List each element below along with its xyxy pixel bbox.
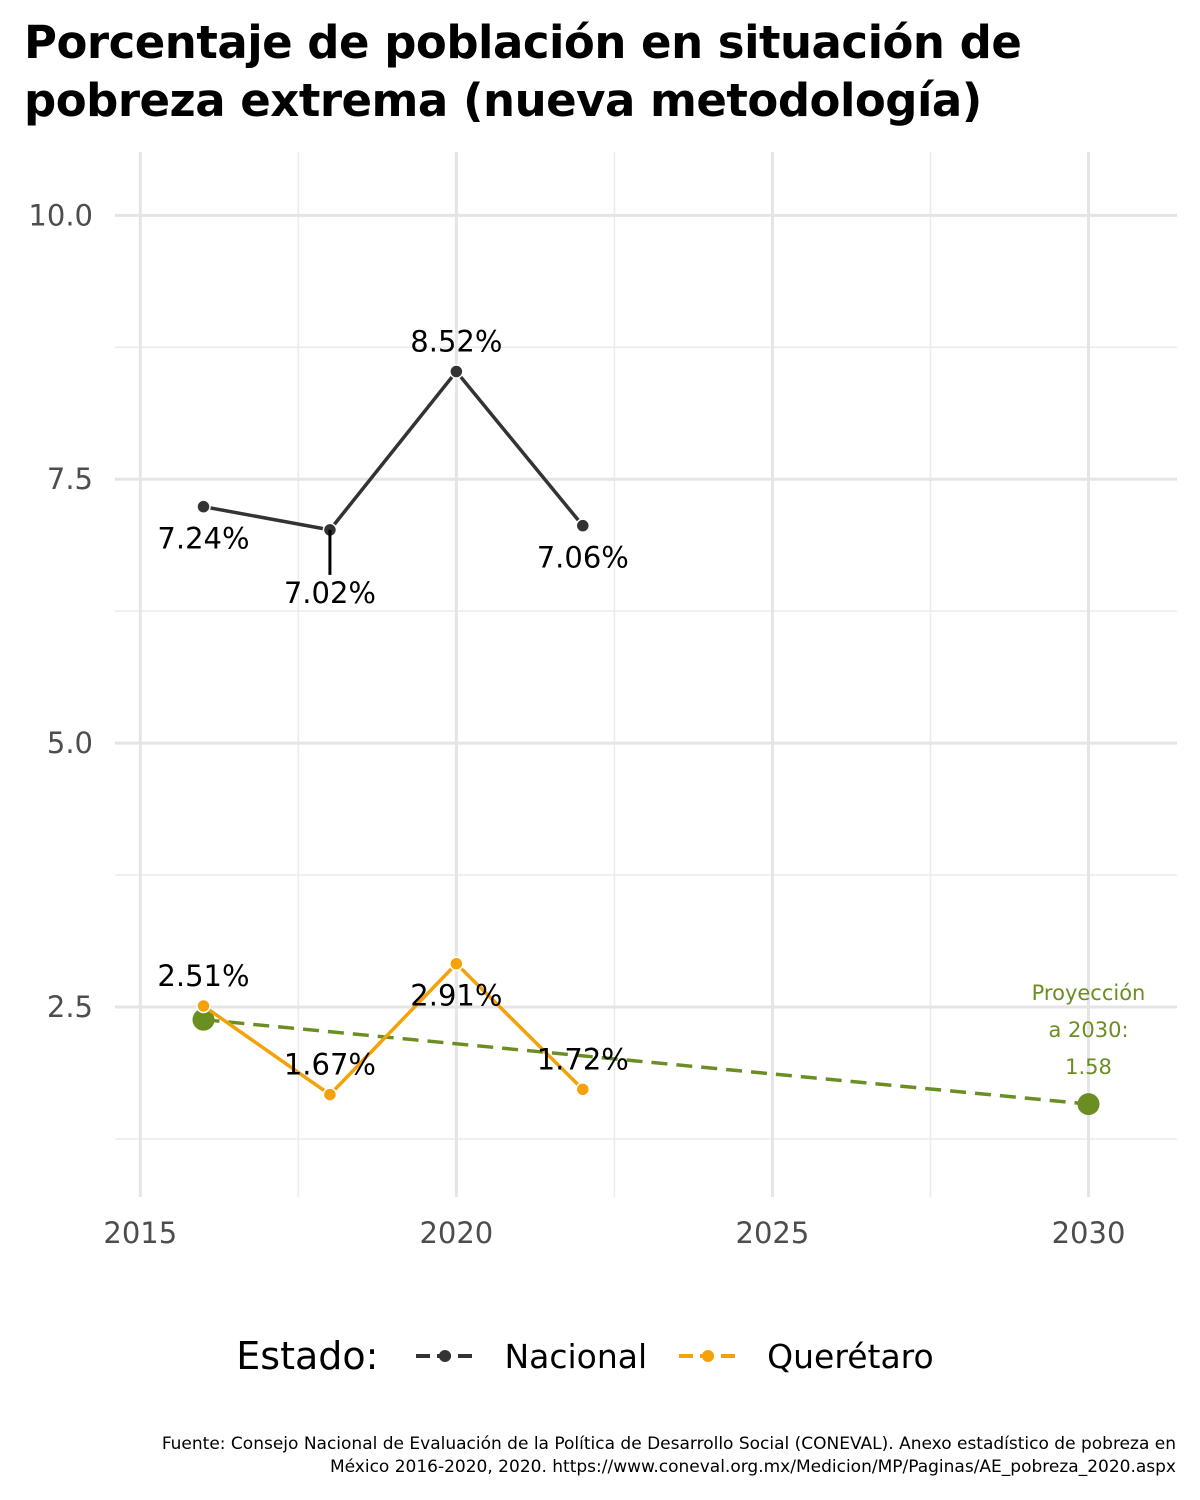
series-line-querétaro: [202, 961, 585, 1097]
data-point: [575, 518, 591, 533]
data-label: 1.67%: [284, 1048, 376, 1082]
projection-annotation-line: a 2030:: [1048, 1018, 1128, 1042]
legend-label-nacional: Nacional: [504, 1336, 648, 1376]
y-tick-label: 5.0: [47, 726, 93, 760]
x-tick-label: 2025: [736, 1216, 810, 1250]
legend-label-queretaro: Querétaro: [767, 1336, 934, 1376]
data-point: [449, 956, 464, 971]
chart-title-line-1: Porcentaje de población en situación de: [24, 16, 1022, 69]
chart-title: Porcentaje de población en situación de …: [24, 14, 1174, 130]
legend-key-nacional: [416, 1350, 475, 1362]
x-tick-label: 2015: [103, 1216, 177, 1250]
y-tick-label: 10.0: [28, 198, 93, 232]
data-label: 7.02%: [284, 576, 376, 610]
data-point: [575, 1082, 591, 1097]
data-label: 8.52%: [410, 325, 502, 359]
projection-line: [203, 1017, 1089, 1106]
x-tick-label: 2020: [419, 1216, 493, 1250]
data-label: 7.06%: [537, 541, 629, 575]
data-point: [196, 499, 211, 514]
series-line-nacional: [203, 369, 585, 532]
projection-point: [1077, 1093, 1100, 1116]
projection-annotation-line: Proyección: [1032, 981, 1146, 1005]
y-tick-label: 7.5: [47, 462, 93, 496]
data-point: [449, 364, 464, 379]
source-caption-line-2: México 2016-2020, 2020. https://www.cone…: [329, 1457, 1176, 1477]
projection-point: [192, 1008, 215, 1031]
projection-annotation-line: 1.58: [1065, 1055, 1112, 1079]
source-caption-line-1: Fuente: Consejo Nacional de Evaluación d…: [161, 1434, 1176, 1454]
data-label: 1.72%: [537, 1042, 629, 1076]
legend-key-queretaro: [679, 1350, 738, 1362]
data-label: 2.51%: [157, 959, 249, 993]
x-tick-label: 2030: [1052, 1216, 1126, 1250]
source-caption: Fuente: Consejo Nacional de Evaluación d…: [26, 1433, 1176, 1479]
data-point: [196, 998, 211, 1014]
legend: Estado: Nacional Querétaro: [0, 1330, 1200, 1382]
data-label: 7.24%: [157, 522, 249, 556]
legend-item-queretaro: Querétaro: [677, 1337, 934, 1376]
y-tick-label: 2.5: [47, 990, 93, 1024]
data-point: [322, 1087, 338, 1102]
chart-plot: 2015 2020 2025 2030 2.5 5.0 7.5 10.0 Proyección a…: [28, 152, 1177, 1250]
legend-title: Estado:: [236, 1334, 379, 1378]
legend-item-nacional: Nacional: [414, 1337, 647, 1376]
chart-title-line-2: pobreza extrema (nueva metodología): [24, 74, 982, 127]
data-label: 2.91%: [410, 979, 502, 1013]
